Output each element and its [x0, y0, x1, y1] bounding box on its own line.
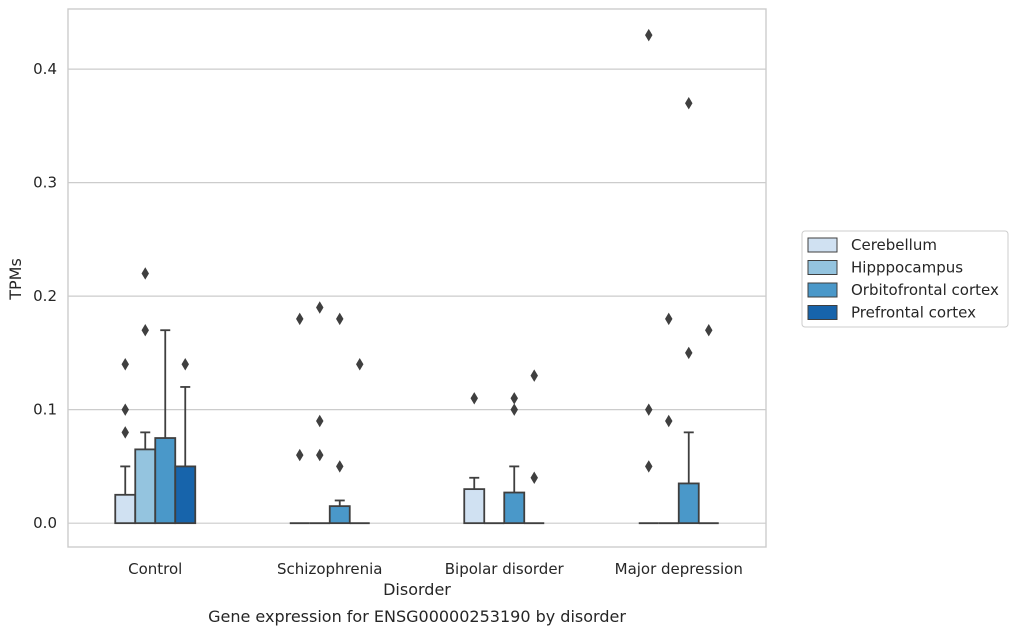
outlier-point — [316, 414, 324, 428]
outlier-point — [181, 358, 189, 371]
outlier-point — [645, 403, 653, 416]
chart-caption: Gene expression for ENSG00000253190 by d… — [208, 607, 626, 626]
legend-item: Hipppocampus — [807, 259, 963, 277]
outlier-point — [141, 324, 149, 337]
box-body — [677, 482, 700, 525]
box — [503, 392, 526, 525]
box — [328, 312, 351, 525]
box-body — [154, 437, 177, 525]
legend-frame — [801, 230, 1009, 328]
box — [524, 369, 545, 525]
legend-label: Cerebellum — [851, 236, 937, 254]
outlier-point — [645, 28, 653, 42]
outlier-point — [530, 471, 538, 484]
box-plot-series — [114, 28, 719, 525]
legend-items: Cerebellum Hipppocampus Orbitofrontal cort… — [807, 236, 999, 322]
x-tick-label: Schizophrenia — [277, 560, 382, 578]
x-tick-labels: Control Schizophrenia Bipolar disorder Majo… — [128, 560, 743, 578]
y-tick-label: 0.2 — [33, 287, 57, 305]
outlier-point — [296, 312, 304, 326]
x-tick-label: Major depression — [615, 560, 743, 578]
box — [114, 358, 137, 525]
box — [349, 358, 370, 525]
box — [658, 312, 679, 525]
box — [289, 312, 310, 525]
outlier-point — [316, 301, 324, 314]
box — [638, 28, 659, 525]
legend-item: Orbitofrontal cortex — [807, 281, 999, 299]
box — [309, 301, 330, 525]
outlier-point — [530, 369, 538, 382]
box — [174, 358, 197, 525]
outlier-point — [645, 460, 653, 473]
box — [698, 324, 719, 525]
outlier-point — [121, 358, 129, 371]
outlier-point — [141, 267, 149, 280]
legend-item: Cerebellum — [807, 236, 937, 254]
legend-swatch — [807, 282, 838, 298]
y-axis-label: TPMs — [6, 258, 25, 301]
y-tick-label: 0.0 — [33, 514, 57, 532]
box — [677, 96, 700, 525]
box-body — [463, 488, 486, 525]
x-tick-label: Bipolar disorder — [445, 560, 565, 578]
box-body — [174, 465, 197, 525]
legend-swatch — [807, 237, 838, 253]
outlier-point — [336, 460, 344, 473]
box-body — [328, 505, 351, 525]
x-axis-label: Disorder — [383, 580, 451, 599]
x-tick-label: Control — [128, 560, 182, 578]
y-tick-label: 0.3 — [33, 174, 57, 192]
outlier-point — [121, 403, 129, 416]
outlier-point — [121, 426, 129, 439]
y-tick-label: 0.4 — [33, 60, 57, 78]
legend-label: Prefrontal cortex — [851, 304, 976, 322]
outlier-point — [316, 448, 324, 462]
box-body — [503, 491, 526, 525]
y-tick-label: 0.1 — [33, 401, 57, 419]
outlier-point — [665, 414, 673, 428]
outlier-point — [510, 403, 518, 416]
outlier-point — [685, 346, 693, 360]
box — [463, 392, 486, 525]
legend-swatch — [807, 260, 838, 275]
outlier-point — [705, 324, 713, 337]
outlier-point — [356, 358, 364, 371]
outlier-point — [665, 312, 673, 326]
outlier-point — [336, 312, 344, 326]
plot-background — [68, 9, 766, 547]
box-body — [114, 493, 137, 525]
y-tick-labels: 0.0 0.1 0.2 0.3 0.4 — [33, 60, 57, 532]
outlier-point — [470, 392, 478, 405]
plot-frame — [67, 8, 767, 548]
outlier-point — [685, 96, 693, 110]
outlier-point — [296, 448, 304, 462]
legend-item: Prefrontal cortex — [807, 304, 976, 322]
legend-label: Orbitofrontal cortex — [851, 281, 999, 299]
legend-swatch — [807, 305, 838, 320]
box-body — [134, 448, 157, 525]
legend: Cerebellum Hipppocampus Orbitofrontal cort… — [801, 230, 1009, 328]
legend-label: Hipppocampus — [851, 259, 963, 277]
